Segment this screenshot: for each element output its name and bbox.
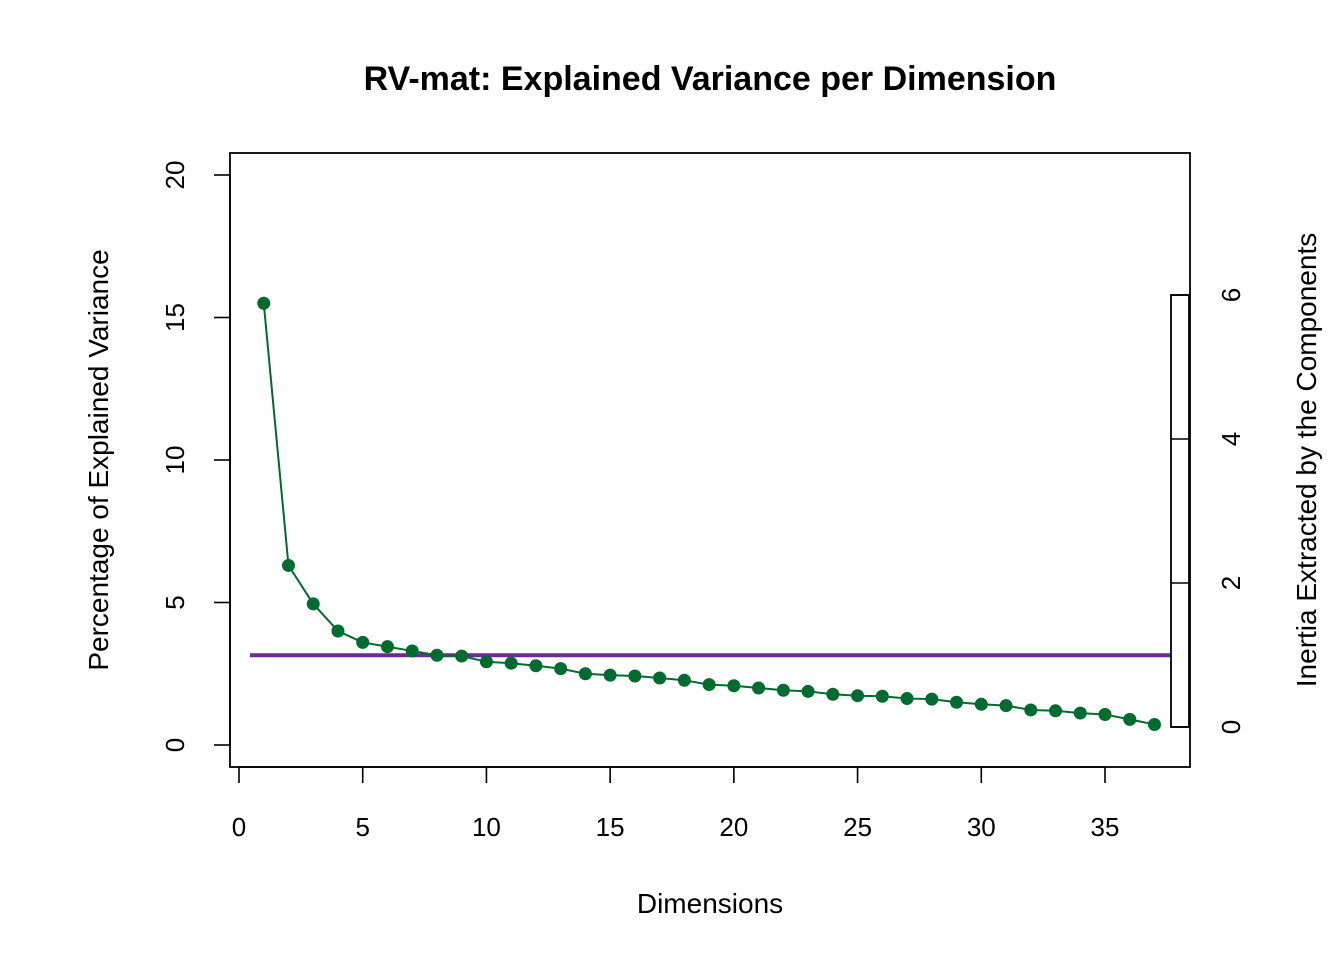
- data-point: [356, 635, 370, 649]
- data-point: [1123, 712, 1137, 726]
- y2-tick-label: 6: [1216, 288, 1246, 302]
- y-axis: 0 5 10 15 20: [160, 161, 231, 752]
- x-tick-label: 5: [355, 812, 369, 842]
- secondary-y-axis: 0 2 4 6: [1170, 288, 1246, 734]
- data-point: [479, 655, 493, 669]
- data-point: [1098, 708, 1112, 722]
- data-point: [554, 662, 568, 676]
- data-point: [1049, 704, 1063, 718]
- data-point: [529, 659, 543, 673]
- secondary-y-axis-label: Inertia Extracted by the Components: [1291, 233, 1322, 687]
- x-tick-label: 15: [596, 812, 625, 842]
- data-point: [430, 648, 444, 662]
- y2-tick-label: 0: [1216, 720, 1246, 734]
- data-point: [851, 689, 865, 703]
- data-point: [974, 697, 988, 711]
- data-point: [702, 678, 716, 692]
- data-point: [1147, 717, 1161, 731]
- inertia-scale-bar: [1170, 294, 1190, 728]
- data-point: [776, 683, 790, 697]
- x-axis: 0 5 10 15 20 25 30 35: [232, 766, 1120, 842]
- y-tick-label: 10: [160, 446, 190, 475]
- y-tick-label: 20: [160, 161, 190, 190]
- data-point: [1024, 703, 1038, 717]
- data-point: [900, 692, 914, 706]
- y-tick-label: 5: [160, 595, 190, 609]
- data-point: [380, 640, 394, 654]
- data-point: [727, 679, 741, 693]
- y2-tick-label: 2: [1216, 576, 1246, 590]
- data-point: [677, 673, 691, 687]
- data-point: [504, 656, 518, 670]
- chart-title: RV-mat: Explained Variance per Dimension: [364, 60, 1057, 98]
- data-point: [801, 684, 815, 698]
- data-point: [752, 681, 766, 695]
- data-point: [281, 558, 295, 572]
- data-point: [405, 644, 419, 658]
- y-tick-label: 0: [160, 738, 190, 752]
- data-point: [875, 689, 889, 703]
- x-tick-label: 10: [472, 812, 501, 842]
- data-point: [653, 671, 667, 685]
- x-tick-label: 0: [232, 812, 246, 842]
- plot-frame: [229, 152, 1191, 768]
- data-point: [950, 695, 964, 709]
- data-point: [826, 687, 840, 701]
- x-tick-label: 20: [719, 812, 748, 842]
- data-point: [999, 699, 1013, 713]
- y-tick-label: 15: [160, 303, 190, 332]
- y2-tick-label: 4: [1216, 432, 1246, 446]
- series-line: [262, 303, 1155, 726]
- data-point: [455, 649, 469, 663]
- x-axis-label: Dimensions: [637, 888, 783, 919]
- x-tick-label: 25: [843, 812, 872, 842]
- data-point: [925, 692, 939, 706]
- data-point: [306, 597, 320, 611]
- data-point: [331, 624, 345, 638]
- y-axis-label: Percentage of Explained Variance: [83, 249, 114, 670]
- x-tick-label: 30: [967, 812, 996, 842]
- data-point: [603, 668, 617, 682]
- x-tick-label: 35: [1091, 812, 1120, 842]
- data-point: [628, 669, 642, 683]
- data-point: [257, 296, 271, 310]
- data-point: [578, 667, 592, 681]
- data-point: [1073, 706, 1087, 720]
